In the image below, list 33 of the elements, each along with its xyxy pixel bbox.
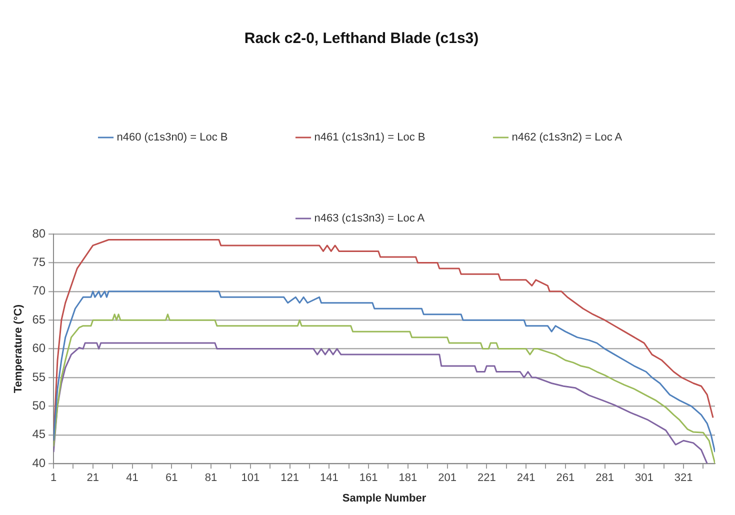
legend-label: n460 (c1s3n0) = Loc B xyxy=(116,132,228,144)
x-tick-label: 41 xyxy=(126,472,138,484)
x-tick-label: 201 xyxy=(438,472,456,484)
x-tick-label: 161 xyxy=(359,472,378,484)
y-tick-label: 50 xyxy=(32,398,46,413)
legend-label: n461 (c1s3n1) = Loc B xyxy=(314,132,426,144)
x-tick-label: 121 xyxy=(280,472,299,484)
x-tick-label: 221 xyxy=(477,472,496,484)
y-tick-label: 65 xyxy=(32,312,46,326)
x-tick-label: 1 xyxy=(50,472,57,484)
x-tick-label: 261 xyxy=(556,472,575,484)
x-tick-label: 301 xyxy=(634,472,654,484)
x-tick-label: 321 xyxy=(674,472,693,484)
y-tick-label: 55 xyxy=(32,370,46,384)
legend-label: n462 (c1s3n2) = Loc A xyxy=(512,132,623,144)
y-tick-label: 75 xyxy=(32,255,46,270)
x-tick-label: 81 xyxy=(204,472,218,484)
y-tick-label: 70 xyxy=(32,284,46,298)
x-tick-label: 181 xyxy=(398,472,418,484)
x-tick-label: 21 xyxy=(86,472,100,484)
x-tick-label: 61 xyxy=(166,472,178,484)
x-tick-label: 101 xyxy=(241,472,260,484)
y-tick-label: 40 xyxy=(32,456,46,470)
x-tick-label: 281 xyxy=(596,472,614,484)
y-tick-label: 45 xyxy=(32,427,46,442)
x-tick-label: 241 xyxy=(516,472,536,484)
x-tick-label: 141 xyxy=(320,472,338,484)
y-tick-label: 80 xyxy=(32,226,46,240)
y-tick-label: 60 xyxy=(32,341,46,356)
y-axis-title: Temperature (°C) xyxy=(12,304,25,394)
x-axis-title: Sample Number xyxy=(342,492,427,504)
legend-label: n463 (c1s3n3) = Loc A xyxy=(314,212,426,225)
chart-title: Rack c2-0, Lefthand Blade (c1s3) xyxy=(244,30,479,48)
